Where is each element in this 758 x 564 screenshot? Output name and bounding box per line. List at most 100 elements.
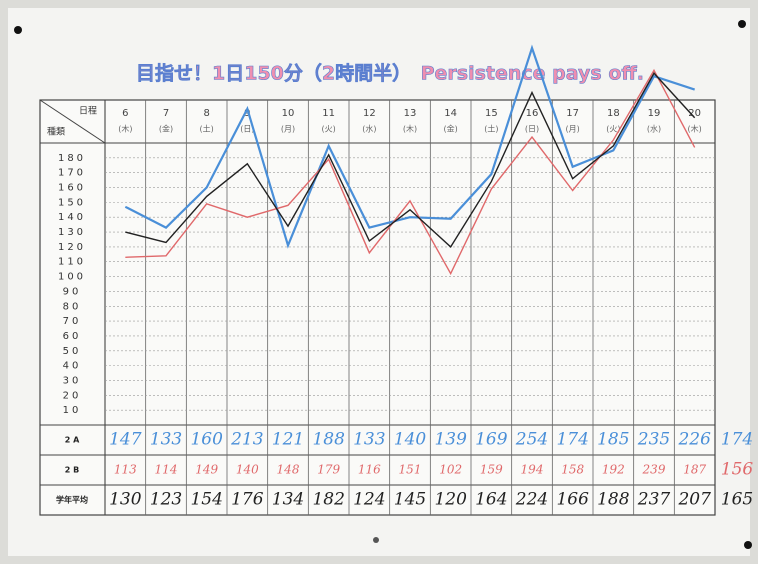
- weekday-label: (月): [566, 125, 580, 134]
- value-cell: 130: [109, 490, 142, 510]
- value-cell: 154: [190, 490, 222, 510]
- y-tick-label: 180: [58, 153, 86, 164]
- value-cell: 188: [312, 430, 345, 450]
- weekday-label: (日): [240, 125, 254, 134]
- value-cell: 116: [358, 463, 381, 477]
- value-cell: 140: [236, 463, 259, 477]
- value-cell: 114: [155, 463, 178, 477]
- value-cell: 235: [637, 430, 670, 450]
- y-tick-label: 130: [58, 227, 86, 238]
- value-cell: 237: [637, 490, 671, 510]
- value-cell: 113: [114, 463, 137, 477]
- value-cell: 133: [353, 430, 385, 450]
- weekday-label: (火): [606, 125, 620, 134]
- value-cell: 151: [399, 463, 422, 477]
- value-cell: 182: [312, 490, 344, 510]
- value-cell: 123: [150, 490, 182, 510]
- corner-label: 種類: [47, 127, 65, 138]
- value-cell: 148: [277, 463, 300, 477]
- x-tick-label: 11: [322, 108, 335, 119]
- row-label: 学年平均: [56, 495, 88, 505]
- x-tick-label: 13: [404, 108, 417, 119]
- value-cell: 176: [231, 490, 264, 510]
- x-tick-label: 15: [485, 108, 498, 119]
- y-tick-label: 30: [63, 375, 82, 386]
- corner-label: 日程: [79, 106, 97, 117]
- y-tick-label: 60: [63, 331, 82, 342]
- value-cell: 254: [515, 430, 548, 450]
- value-cell: 169: [475, 430, 508, 450]
- x-tick-label: 14: [444, 108, 457, 119]
- y-tick-label: 50: [63, 346, 82, 357]
- value-cell: 166: [556, 490, 589, 510]
- weekday-label: (金): [444, 124, 458, 134]
- x-tick-label: 9: [244, 108, 250, 119]
- value-cell: 194: [521, 463, 544, 477]
- weekday-label: (木): [118, 124, 132, 134]
- x-tick-label: 20: [688, 108, 701, 119]
- average-label: 156: [721, 460, 754, 480]
- value-cell: 158: [561, 463, 584, 477]
- y-tick-label: 80: [63, 301, 82, 312]
- pin: [373, 537, 379, 543]
- weekday-label: (金): [159, 124, 173, 134]
- value-cell: 179: [317, 463, 340, 477]
- x-tick-label: 7: [163, 108, 169, 119]
- y-tick-label: 90: [63, 286, 82, 297]
- x-tick-label: 16: [526, 108, 539, 119]
- weekday-label: (木): [403, 124, 417, 134]
- value-cell: 159: [480, 463, 503, 477]
- row-label: 2 B: [65, 466, 79, 475]
- value-cell: 207: [677, 490, 711, 510]
- average-label: 165: [721, 490, 753, 510]
- y-tick-label: 140: [58, 212, 86, 223]
- weekday-label: (月): [281, 125, 295, 134]
- pin: [738, 20, 746, 28]
- value-cell: 121: [272, 430, 304, 450]
- value-cell: 174: [556, 430, 588, 450]
- y-tick-label: 120: [58, 242, 86, 253]
- value-cell: 149: [195, 463, 218, 477]
- value-cell: 224: [515, 490, 548, 510]
- y-tick-label: 20: [63, 390, 82, 401]
- weekday-label: (火): [322, 125, 336, 134]
- value-cell: 145: [394, 490, 426, 510]
- value-cell: 188: [597, 490, 630, 510]
- value-cell: 226: [677, 430, 711, 450]
- x-tick-label: 17: [566, 108, 579, 119]
- value-cell: 192: [602, 463, 625, 477]
- x-tick-label: 6: [122, 108, 128, 119]
- value-cell: 120: [434, 490, 467, 510]
- value-cell: 239: [642, 463, 666, 477]
- y-tick-label: 70: [63, 316, 82, 327]
- chart-title: 目指せ！1日150分（2時間半） Persistence pays off.: [136, 62, 644, 85]
- pin: [744, 541, 752, 549]
- value-cell: 140: [394, 430, 427, 450]
- x-tick-label: 12: [363, 108, 376, 119]
- y-tick-label: 40: [63, 361, 82, 372]
- corner-diagonal: [39, 99, 106, 144]
- row-label: 2 A: [65, 436, 80, 445]
- value-cell: 213: [230, 430, 263, 450]
- weekday-label: (土): [484, 124, 498, 134]
- value-cell: 134: [272, 490, 304, 510]
- pin: [14, 26, 22, 34]
- y-tick-label: 160: [58, 183, 86, 194]
- value-cell: 187: [683, 463, 706, 477]
- value-cell: 139: [434, 430, 467, 450]
- weekday-label: (日): [525, 125, 539, 134]
- value-cell: 124: [353, 490, 385, 510]
- series-line: [125, 72, 696, 248]
- x-tick-label: 18: [607, 108, 620, 119]
- y-tick-label: 10: [63, 405, 82, 416]
- weekday-label: (土): [200, 124, 214, 134]
- frame: [39, 99, 716, 516]
- value-cell: 160: [190, 430, 223, 450]
- y-tick-label: 110: [58, 257, 86, 268]
- value-cell: 102: [439, 463, 462, 477]
- y-tick-label: 150: [58, 197, 86, 208]
- value-cell: 133: [150, 430, 182, 450]
- value-cell: 147: [109, 430, 142, 450]
- x-tick-label: 10: [282, 108, 295, 119]
